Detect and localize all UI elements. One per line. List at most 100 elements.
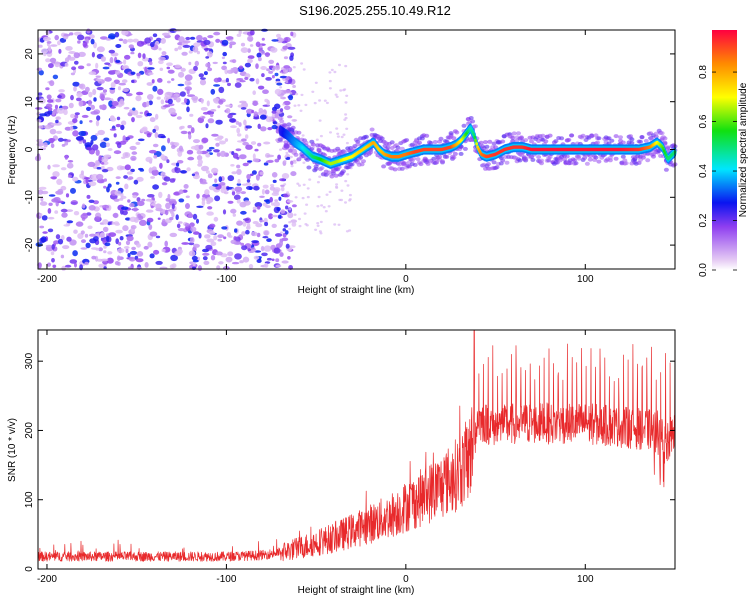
heatmap-noise-cell [274,103,281,110]
heatmap-noise-cell [108,232,117,238]
heatmap-noise-cell [293,213,297,216]
heatmap-noise-cell [290,219,298,223]
heatmap-noise-cell [334,93,338,96]
heatmap-noise-cell [110,81,116,89]
heatmap-noise-cell [161,145,166,152]
heatmap-noise-cell [121,206,129,210]
heatmap-noise-cell [268,59,275,64]
heatmap-noise-cell [237,104,243,108]
heatmap-noise-cell [64,141,69,146]
heatmap-noise-cell [113,198,120,202]
heatmap-noise-cell [264,189,270,195]
heatmap-noise-cell [146,209,152,213]
heatmap-noise-cell [174,64,181,69]
heatmap-noise-cell [157,88,164,95]
heatmap-noise-cell [40,197,44,202]
heatmap-noise-cell [74,60,79,65]
heatmap-noise-cell [74,112,80,116]
heatmap-noise-cell [344,201,347,204]
heatmap-noise-cell [47,164,51,170]
heatmap-noise-cell [104,77,112,82]
heatmap-noise-cell [147,67,155,70]
heatmap-noise-cell [290,164,294,168]
heatmap-noise-cell [86,28,91,34]
heatmap-noise-cell [112,212,119,219]
heatmap-noise-cell [108,49,116,54]
heatmap-noise-cell [86,146,93,151]
heatmap-noise-cell [190,127,195,134]
heatmap-halo-cell [487,139,493,144]
heatmap-noise-cell [120,120,127,126]
heatmap-noise-cell [63,109,68,116]
heatmap-halo-cell [462,146,468,151]
heatmap-noise-cell [139,111,144,115]
heatmap-noise-cell [236,220,243,226]
heatmap-noise-cell [171,112,177,115]
heatmap-noise-cell [137,213,142,218]
heatmap-halo-cell [342,150,348,155]
heatmap-noise-cell [51,258,55,263]
heatmap-noise-cell [37,189,44,195]
y-tick-label: -20 [24,237,35,252]
heatmap-noise-cell [236,168,242,175]
heatmap-halo-cell [576,156,582,161]
heatmap-halo-cell [381,164,387,169]
heatmap-halo-cell [313,166,319,171]
heatmap-noise-cell [250,141,257,145]
heatmap-noise-cell [245,134,249,139]
heatmap-noise-cell [183,97,188,104]
heatmap-noise-cell [218,99,224,105]
heatmap-noise-cell [146,217,154,223]
heatmap-noise-cell [303,212,307,215]
heatmap-noise-cell [259,219,265,223]
heatmap-noise-cell [185,36,191,41]
heatmap-halo-cell [417,140,422,145]
heatmap-halo-cell [361,159,366,164]
heatmap-noise-cell [289,92,293,95]
heatmap-noise-cell [196,193,200,199]
heatmap-noise-cell [295,92,299,96]
heatmap-noise-cell [279,86,283,89]
heatmap-noise-cell [221,56,225,60]
heatmap-noise-cell [87,99,92,106]
heatmap-halo-cell [286,122,292,127]
heatmap-noise-cell [47,45,52,52]
heatmap-noise-cell [102,219,109,225]
heatmap-noise-cell [210,109,217,112]
heatmap-noise-cell [171,203,175,210]
heatmap-halo-cell [437,154,443,159]
heatmap-noise-cell [299,109,303,113]
heatmap-noise-cell [87,161,96,167]
heatmap-noise-cell [115,123,121,128]
heatmap-noise-cell [206,201,211,205]
heatmap-noise-cell [107,183,112,188]
heatmap-noise-cell [158,191,163,199]
heatmap-halo-cell [607,158,613,163]
heatmap-noise-cell [69,239,77,246]
heatmap-noise-cell [230,208,237,214]
heatmap-noise-cell [68,102,74,109]
heatmap-noise-cell [67,174,72,178]
heatmap-noise-cell [187,125,192,129]
heatmap-noise-cell [253,255,260,260]
heatmap-noise-cell [235,148,242,152]
heatmap-noise-cell [123,106,130,110]
heatmap-noise-cell [38,70,44,76]
heatmap-noise-cell [133,207,138,212]
heatmap-noise-cell [102,66,110,70]
heatmap-noise-cell [159,67,164,72]
heatmap-halo-cell [329,174,335,179]
heatmap-noise-cell [232,152,239,159]
heatmap-noise-cell [300,93,304,97]
heatmap-halo-cell [620,154,626,159]
heatmap-noise-cell [86,212,92,216]
heatmap-noise-cell [133,179,139,185]
heatmap-halo-cell [629,137,635,142]
heatmap-halo-cell [618,135,623,140]
heatmap-noise-cell [169,217,174,221]
heatmap-noise-cell [92,144,99,151]
heatmap-noise-cell [214,137,222,141]
heatmap-noise-cell [252,209,257,213]
